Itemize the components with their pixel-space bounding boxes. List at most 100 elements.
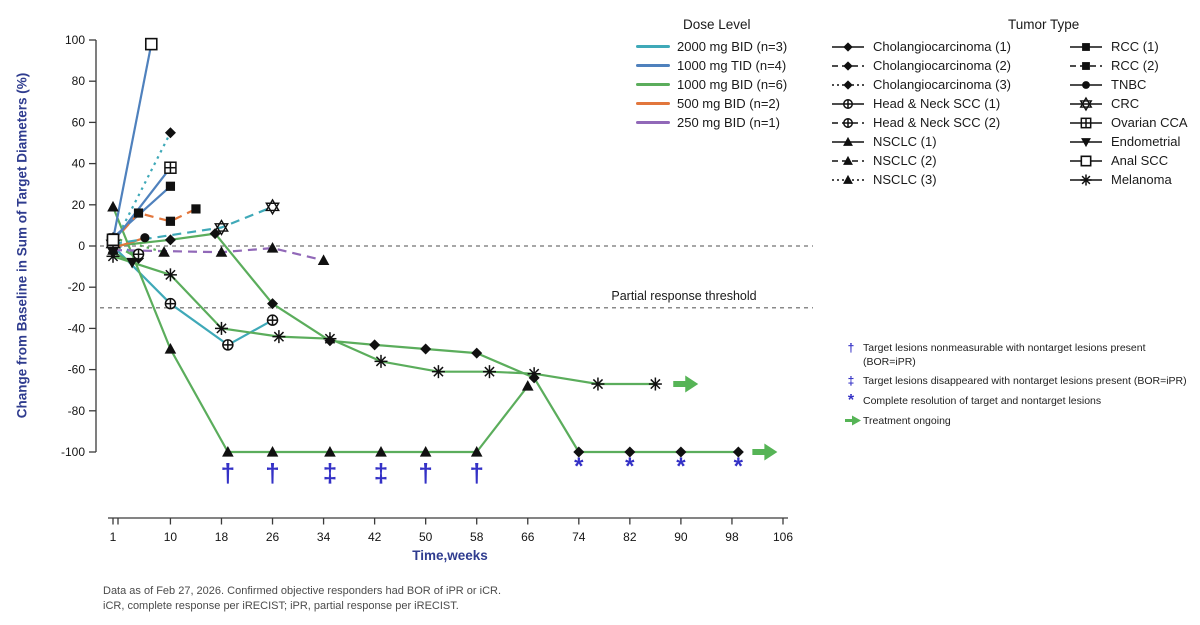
legend-tumor-label: Endometrial bbox=[1111, 134, 1181, 149]
y-tick-label: 0 bbox=[78, 239, 85, 253]
dagger-annotation: † bbox=[418, 458, 432, 488]
circle-plus-legend-icon bbox=[832, 98, 864, 109]
partial-response-threshold-label: Partial response threshold bbox=[611, 289, 756, 303]
annotation-key: † Target lesions nonmeasurable with nonta… bbox=[845, 341, 1197, 435]
x-tick-label: 26 bbox=[266, 530, 280, 544]
circle-plus-legend-icon bbox=[832, 117, 864, 128]
diamond-legend-icon bbox=[832, 60, 864, 71]
y-tick-label: 40 bbox=[72, 157, 86, 171]
annotation-key-item: Treatment ongoing bbox=[845, 415, 1197, 429]
legend-tumor-label: Cholangiocarcinoma (2) bbox=[873, 58, 1012, 73]
circle-legend-icon bbox=[1070, 80, 1102, 89]
diamond-legend-icon bbox=[832, 79, 864, 90]
legend-dose-item: 2000 mg BID (n=3) bbox=[636, 37, 787, 56]
legend-tumor-item: NSCLC (3) bbox=[830, 170, 1068, 189]
dagger-annotation: † bbox=[265, 458, 279, 488]
legend-tumor-label: Head & Neck SCC (1) bbox=[873, 96, 1001, 111]
diamond-legend-icon bbox=[832, 41, 864, 52]
series-line bbox=[112, 167, 172, 243]
star6-legend-icon bbox=[1070, 96, 1102, 111]
complete-resolution-asterisk: * bbox=[625, 453, 635, 480]
complete-resolution-asterisk: * bbox=[734, 453, 744, 480]
annotation-key-text: Complete resolution of target and nontar… bbox=[863, 394, 1102, 407]
legend-tumor-item: TNBC bbox=[1068, 75, 1188, 94]
legend-tumor-label: Head & Neck SCC (2) bbox=[873, 115, 1001, 130]
x-axis-title: Time,weeks bbox=[412, 548, 488, 563]
triangle-legend-icon bbox=[832, 174, 864, 184]
dose-level-legend: Dose Level 2000 mg BID (n=3) 1000 mg TID … bbox=[636, 17, 787, 132]
legend-dose-item: 500 mg BID (n=2) bbox=[636, 94, 787, 113]
annotation-key-text: Target lesions nonmeasurable with nontar… bbox=[863, 342, 1146, 368]
legend-tumor-label: NSCLC (3) bbox=[873, 172, 937, 187]
legend-tumor-label: Melanoma bbox=[1111, 172, 1172, 187]
y-tick-label: 100 bbox=[65, 33, 85, 47]
y-axis-title: Change from Baseline in Sum of Target Di… bbox=[14, 72, 30, 419]
legend-tumor-item: NSCLC (1) bbox=[830, 132, 1068, 151]
series-line bbox=[112, 132, 172, 247]
series-line bbox=[111, 206, 529, 454]
legend-tumor-item: Melanoma bbox=[1068, 170, 1188, 189]
legend-tumor-item: NSCLC (2) bbox=[830, 151, 1068, 170]
y-tick-label: -80 bbox=[68, 404, 86, 418]
square-legend-icon bbox=[1070, 61, 1102, 70]
dagger-annotation: ‡ bbox=[323, 458, 337, 488]
treatment-ongoing-arrow-icon bbox=[752, 443, 778, 461]
x-tick-label: 34 bbox=[317, 530, 331, 544]
square-open-marker-group bbox=[106, 37, 158, 247]
annotation-key-text: Treatment ongoing bbox=[863, 414, 951, 427]
y-tick-label: -20 bbox=[68, 280, 86, 294]
annotation-key-item: † Target lesions nonmeasurable with nonta… bbox=[845, 341, 1197, 369]
triangle-marker-group bbox=[107, 200, 534, 457]
legend-tumor-label: Anal SCC bbox=[1111, 153, 1169, 168]
legend-tumor-item: Cholangiocarcinoma (3) bbox=[830, 75, 1068, 94]
legend-tumor-label: CRC bbox=[1111, 96, 1140, 111]
legend-tumor-item: Head & Neck SCC (2) bbox=[830, 113, 1068, 132]
legend-dose-label: 1000 mg TID (n=4) bbox=[677, 58, 787, 73]
dose-color-line-icon bbox=[636, 82, 670, 87]
annotation-key-item: ‡ Target lesions disappeared with nontarg… bbox=[845, 375, 1197, 389]
complete-resolution-asterisk: * bbox=[574, 453, 584, 480]
legend-tumor-label: RCC (1) bbox=[1111, 39, 1159, 54]
x-tick-label: 58 bbox=[470, 530, 484, 544]
legend-dose-label: 250 mg BID (n=1) bbox=[677, 115, 780, 130]
y-tick-label: 60 bbox=[72, 115, 86, 129]
annotation-key-symbol bbox=[845, 415, 861, 429]
square-open-legend-icon bbox=[1070, 155, 1102, 166]
square-plus-legend-icon bbox=[1070, 117, 1102, 128]
legend-tumor-item: Cholangiocarcinoma (2) bbox=[830, 56, 1068, 75]
x-tick-label: 98 bbox=[725, 530, 739, 544]
dagger-annotation: ‡ bbox=[374, 458, 388, 488]
x-tick-label: 10 bbox=[164, 530, 178, 544]
square-legend-icon bbox=[1070, 42, 1102, 51]
series-line bbox=[112, 207, 197, 243]
legend-tumor-item: RCC (1) bbox=[1068, 37, 1188, 56]
treatment-ongoing-arrow-icon bbox=[673, 375, 699, 393]
dagger-annotation: † bbox=[469, 458, 483, 488]
y-tick-label: -40 bbox=[68, 321, 86, 335]
legend-tumor-label: NSCLC (2) bbox=[873, 153, 937, 168]
legend-dose-label: 500 mg BID (n=2) bbox=[677, 96, 780, 111]
legend-tumor-item: Ovarian CCA bbox=[1068, 113, 1188, 132]
y-tick-label: 20 bbox=[72, 198, 86, 212]
x-tick-label: 74 bbox=[572, 530, 586, 544]
y-tick-label: -100 bbox=[61, 445, 85, 459]
dagger-annotation: † bbox=[221, 458, 235, 488]
annotation-key-text: Target lesions disappeared with nontarge… bbox=[863, 375, 1187, 388]
tumor-type-legend: Tumor Type Cholangiocarcinoma (1) Cholang… bbox=[830, 17, 1188, 189]
legend-tumor-item: Head & Neck SCC (1) bbox=[830, 94, 1068, 113]
legend-tumor-item: RCC (2) bbox=[1068, 56, 1188, 75]
y-tick-label: 80 bbox=[72, 74, 86, 88]
legend-tumor-label: RCC (2) bbox=[1111, 58, 1159, 73]
diamond-marker-group bbox=[107, 228, 744, 458]
legend-tumor-label: Cholangiocarcinoma (3) bbox=[873, 77, 1012, 92]
triangle-legend-icon bbox=[832, 136, 864, 146]
y-tick-label: -60 bbox=[68, 363, 86, 377]
x-tick-label: 106 bbox=[773, 530, 793, 544]
series-line bbox=[112, 247, 324, 262]
x-tick-label: 50 bbox=[419, 530, 433, 544]
treatment-ongoing-arrow-icon bbox=[845, 415, 861, 426]
legend-dose-label: 1000 mg BID (n=6) bbox=[677, 77, 788, 92]
legend-dose-item: 1000 mg TID (n=4) bbox=[636, 56, 787, 75]
star8-marker-group bbox=[106, 249, 662, 391]
